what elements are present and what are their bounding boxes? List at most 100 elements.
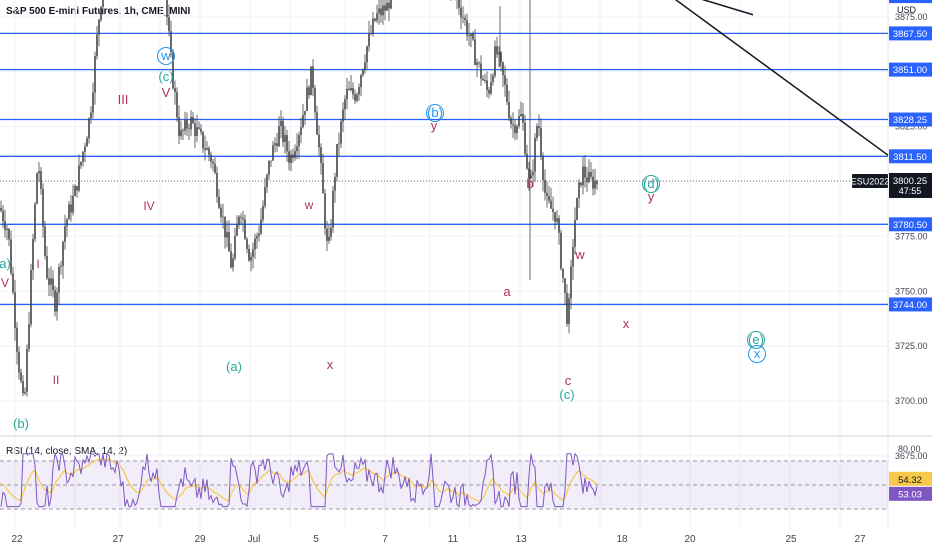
candle-body-233 (466, 19, 468, 36)
candle-body-169 (338, 143, 340, 145)
candle-body-281 (562, 268, 564, 279)
candle-body-30 (60, 265, 62, 267)
candle-body-158 (316, 112, 318, 135)
candle-body-102 (204, 148, 206, 150)
candle-body-132 (264, 186, 266, 206)
candle-body-294 (588, 171, 590, 183)
candle-body-283 (566, 292, 568, 324)
price-tick-4: 3775.00 (895, 231, 928, 241)
candle-body-51 (102, 0, 104, 7)
date-axis: 22 27 29 Jul 5 7 11 13 18 20 25 27 (11, 534, 866, 545)
level-tag-9 (889, 297, 932, 312)
candle-body-195 (390, 0, 392, 9)
candle-body-34 (68, 204, 70, 220)
candle-body-149 (298, 134, 300, 147)
wave-label-19: (c) (559, 387, 574, 402)
wave-label-13: (b) (427, 105, 443, 120)
candle-body-19 (38, 171, 40, 174)
candle-body-163 (326, 228, 328, 241)
candle-body-40 (80, 161, 82, 166)
candle-body-15 (30, 269, 32, 325)
candle-body-297 (594, 180, 596, 189)
rsi-sma-tag (889, 471, 932, 486)
candle-body-146 (292, 154, 294, 158)
candle-body-127 (254, 238, 256, 250)
candle-body-229 (458, 0, 460, 8)
level-tag-text-6: 3828.25 (893, 115, 927, 126)
candle-body-177 (354, 94, 356, 101)
candle-body-180 (360, 74, 362, 88)
candle-body-16 (32, 239, 34, 270)
candle-body-273 (546, 192, 548, 196)
candle-body-288 (576, 197, 578, 221)
candle-body-85 (170, 31, 172, 53)
candle-body-230 (460, 7, 462, 18)
candle-body-143 (286, 135, 288, 152)
wave-label-22: y (648, 189, 655, 204)
candle-body-243 (486, 80, 488, 91)
candle-body-43 (86, 138, 88, 147)
candle-body-99 (198, 127, 200, 129)
candle-body-286 (572, 246, 574, 267)
candle-body-253 (506, 84, 508, 103)
currency-label: USD (897, 5, 917, 15)
wave-label-0: a) (0, 256, 11, 271)
candle-body-35 (70, 204, 72, 213)
candle-body-97 (194, 123, 196, 136)
candle-body-44 (88, 118, 90, 139)
candle-body-5 (10, 239, 12, 274)
candle-body-268 (536, 126, 538, 139)
candle-body-13 (26, 348, 28, 392)
candle-body-150 (300, 127, 302, 135)
candle-body-24 (48, 278, 50, 285)
candle-body-92 (184, 119, 186, 131)
candle-body-101 (202, 131, 204, 149)
candle-body-47 (94, 56, 96, 93)
candle-body-186 (372, 18, 374, 34)
wave-label-11: w (304, 198, 314, 212)
candle-body-122 (244, 219, 246, 240)
candle-body-165 (330, 227, 332, 237)
level-tag-text-5: 3851.00 (893, 65, 927, 76)
candle-body-295 (590, 171, 592, 177)
rsi-sma-text: 53.03 (898, 489, 922, 500)
candle-body-36 (72, 195, 74, 213)
current-price-text: 3800.25 (893, 176, 927, 187)
candle-body-249 (498, 52, 500, 55)
price-tick-3: 3750.00 (895, 286, 928, 296)
candle-body-2 (4, 221, 6, 230)
candle-body-259 (518, 115, 520, 127)
date-tick-11: 27 (854, 534, 866, 545)
candle-body-266 (532, 171, 534, 176)
candle-body-277 (554, 211, 556, 222)
candle-body-174 (348, 88, 350, 91)
rsi-title: RSI (14, close, SMA, 14, 2) (6, 446, 128, 457)
date-tick-4: 5 (313, 534, 319, 545)
price-tick-0: 3675.00 (895, 451, 928, 461)
candle-body-95 (190, 117, 192, 130)
wave-label-ring-7 (157, 47, 175, 65)
candle-body-87 (174, 88, 176, 93)
rsi-pane (0, 451, 598, 508)
candle-body-104 (208, 148, 210, 155)
candle-body-289 (578, 182, 580, 198)
candle-body-18 (36, 173, 38, 204)
candle-body-148 (296, 146, 298, 152)
rsi-tag (889, 486, 932, 501)
candle-body-269 (538, 126, 540, 129)
candle-body-126 (252, 249, 254, 257)
candle-body-263 (526, 153, 528, 169)
candle-body-276 (552, 208, 554, 212)
candle-body-156 (312, 66, 314, 89)
candle-body-31 (62, 241, 64, 266)
candle-body-157 (314, 88, 316, 113)
candle-body-131 (262, 205, 264, 220)
candle-body-182 (364, 62, 366, 70)
candle-body-91 (182, 130, 184, 131)
candle-body-121 (242, 217, 244, 220)
candle-body-280 (560, 232, 562, 269)
candle-body-252 (504, 75, 506, 85)
wave-label-12: x (327, 357, 334, 372)
candle-body-247 (494, 46, 496, 76)
